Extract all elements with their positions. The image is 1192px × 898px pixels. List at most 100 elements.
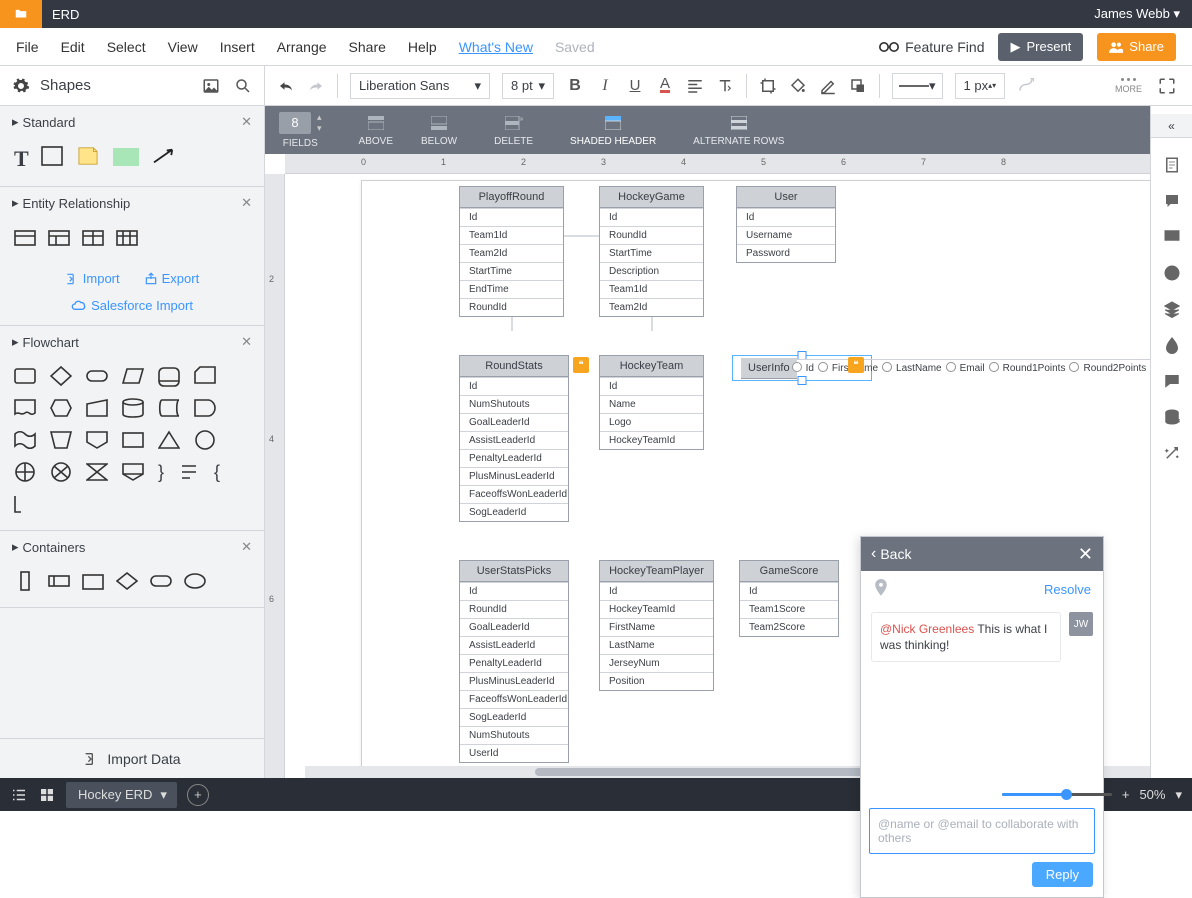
ctx-shaded[interactable]: SHADED HEADER [556, 106, 670, 154]
fc-rect[interactable] [14, 366, 36, 388]
present-button[interactable]: ▶ Present [998, 33, 1083, 61]
table-hockeygame[interactable]: HockeyGameIdRoundIdStartTimeDescriptionT… [599, 186, 704, 317]
comment-marker[interactable]: ❝ [848, 357, 864, 373]
connector-icon[interactable] [1017, 77, 1035, 95]
fc-doc[interactable] [14, 398, 36, 420]
fc-tape[interactable] [14, 430, 36, 452]
fc-delay[interactable] [194, 398, 216, 420]
section-standard[interactable]: ▸ Standard✕ [0, 106, 264, 138]
collapse-icon[interactable]: « [1151, 114, 1192, 138]
crop-icon[interactable] [759, 77, 777, 95]
textstyle-icon[interactable] [716, 77, 734, 95]
ctx-delete[interactable]: ×DELETE [480, 106, 547, 154]
shapestyle-icon[interactable] [849, 77, 867, 95]
menu-share[interactable]: Share [349, 39, 386, 55]
fc-note[interactable] [178, 462, 200, 484]
fc-data[interactable] [122, 366, 144, 388]
fc-prep[interactable] [50, 398, 72, 420]
fc-db[interactable] [122, 398, 144, 420]
bold-icon[interactable]: B [566, 77, 584, 95]
fontsize-select[interactable]: 8 pt▾ [502, 73, 554, 99]
pin-icon[interactable] [873, 579, 889, 600]
whats-new[interactable]: What's New [459, 39, 533, 55]
fc-display[interactable] [158, 366, 180, 388]
menu-file[interactable]: File [16, 39, 39, 55]
section-er[interactable]: ▸ Entity Relationship✕ [0, 187, 264, 219]
table-user[interactable]: UserIdUsernamePassword [736, 186, 836, 263]
canvas[interactable]: 8▴▾ FIELDS ABOVE BELOW ×DELETE SHADED HE… [265, 106, 1150, 778]
table-userstatspicks[interactable]: UserStatsPicksIdRoundIdGoalLeaderIdAssis… [459, 560, 569, 763]
fc-brace[interactable]: } [158, 462, 164, 484]
more-button[interactable]: MORE [1115, 78, 1142, 94]
comment-close[interactable]: ✕ [1078, 544, 1093, 565]
section-flowchart[interactable]: ▸ Flowchart✕ [0, 326, 264, 358]
cont-3[interactable] [82, 571, 104, 593]
font-select[interactable]: Liberation Sans▾ [350, 73, 490, 99]
fc-half[interactable] [14, 494, 36, 516]
cont-4[interactable] [116, 571, 138, 593]
table-playoffround[interactable]: PlayoffRoundIdTeam1IdTeam2IdStartTimeEnd… [459, 186, 564, 317]
drop-icon[interactable] [1163, 336, 1181, 354]
import-data-button[interactable]: Import Data [0, 738, 264, 778]
italic-icon[interactable]: I [596, 77, 614, 95]
fc-offpage[interactable] [86, 430, 108, 452]
fc-storage[interactable] [158, 398, 180, 420]
presentation-icon[interactable] [1163, 228, 1181, 246]
fc-brace2[interactable]: { [214, 462, 220, 484]
menu-select[interactable]: Select [107, 39, 146, 55]
comment-marker[interactable]: ❝ [573, 357, 589, 373]
er-shape-1[interactable] [14, 227, 36, 249]
comment-icon[interactable] [1163, 192, 1181, 210]
resolve-button[interactable]: Resolve [1044, 582, 1091, 597]
redo-icon[interactable] [307, 77, 325, 95]
zoom-level[interactable]: 50% [1139, 787, 1165, 802]
close-icon[interactable]: ✕ [241, 195, 252, 211]
comment-back[interactable]: ‹Back [871, 545, 911, 563]
cont-2[interactable] [48, 571, 70, 593]
fc-card[interactable] [194, 366, 216, 388]
fullscreen-icon[interactable] [1158, 77, 1176, 95]
table-roundstats[interactable]: RoundStatsIdNumShutoutsGoalLeaderIdAssis… [459, 355, 569, 522]
fill-icon[interactable] [789, 77, 807, 95]
align-icon[interactable] [686, 77, 704, 95]
reply-input[interactable]: @name or @email to collaborate with othe… [869, 808, 1095, 854]
feature-find[interactable]: Feature Find [879, 39, 984, 55]
note-shape[interactable] [75, 146, 101, 166]
ctx-below[interactable]: BELOW [407, 106, 471, 154]
fields-count[interactable]: 8 [279, 112, 311, 134]
tab-hockey-erd[interactable]: Hockey ERD▾ [66, 782, 177, 808]
image-icon[interactable] [202, 77, 220, 95]
menu-view[interactable]: View [168, 39, 198, 55]
er-shape-2[interactable] [48, 227, 70, 249]
fc-terminator[interactable] [86, 366, 108, 388]
fc-extract[interactable] [158, 430, 180, 452]
rect-shape[interactable] [41, 146, 63, 168]
table-hockeyteam[interactable]: HockeyTeamIdNameLogoHockeyTeamId [599, 355, 704, 450]
cont-5[interactable] [150, 571, 172, 593]
fc-or[interactable] [50, 462, 72, 484]
search-icon[interactable] [234, 77, 252, 95]
textcolor-icon[interactable]: A [656, 77, 674, 95]
menu-edit[interactable]: Edit [61, 39, 85, 55]
fc-connector[interactable] [194, 430, 216, 452]
reply-button[interactable]: Reply [1032, 862, 1093, 887]
fc-diamond[interactable] [50, 366, 72, 388]
fc-sort[interactable] [122, 462, 144, 484]
ctx-above[interactable]: ABOVE [345, 106, 407, 154]
folder-icon[interactable] [0, 0, 42, 28]
table-gamescore[interactable]: GameScoreIdTeam1ScoreTeam2Score [739, 560, 839, 637]
section-containers[interactable]: ▸ Containers✕ [0, 531, 264, 563]
gear-icon[interactable] [12, 77, 30, 95]
export-link[interactable]: Export [144, 271, 200, 286]
magic-icon[interactable] [1163, 444, 1181, 462]
er-shape-3[interactable] [82, 227, 104, 249]
menu-insert[interactable]: Insert [220, 39, 255, 55]
data-icon[interactable] [1163, 408, 1181, 426]
close-icon[interactable]: ✕ [241, 539, 252, 555]
ctx-alt[interactable]: ALTERNATE ROWS [679, 106, 798, 154]
menu-help[interactable]: Help [408, 39, 437, 55]
user-menu[interactable]: James Webb ▾ [1082, 6, 1192, 22]
er-shape-4[interactable] [116, 227, 138, 249]
import-link[interactable]: Import [65, 271, 120, 286]
fc-manual[interactable] [50, 430, 72, 452]
